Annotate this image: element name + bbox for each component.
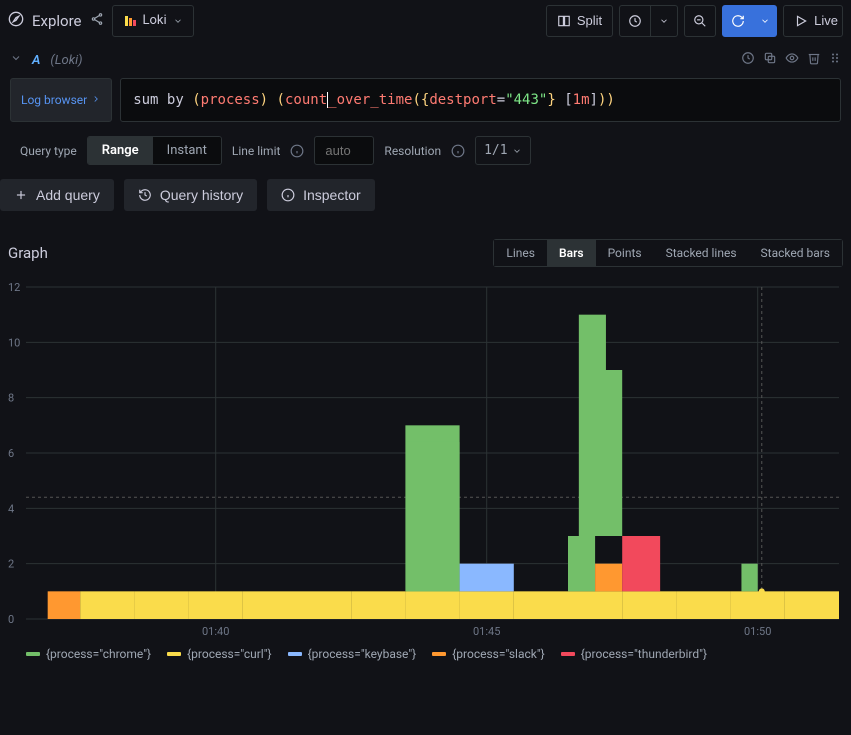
chart-type-points[interactable]: Points [596,240,654,266]
eye-icon[interactable] [785,51,799,69]
split-label: Split [577,13,602,28]
query-header: A (Loki) [0,42,851,78]
trash-icon[interactable] [807,51,821,69]
range-button[interactable]: Range [88,137,153,164]
legend-item[interactable]: {process="slack"} [432,647,545,661]
query-letter: A [32,53,40,68]
legend-swatch [26,652,40,656]
chart-type-lines[interactable]: Lines [494,240,547,266]
run-dropdown[interactable] [754,5,777,37]
legend-label: {process="slack"} [452,647,545,661]
inspector-button[interactable]: Inspector [267,179,375,211]
chevron-down-icon [173,16,183,26]
columns-icon [557,14,571,28]
chevron-down-icon [760,16,770,26]
linelimit-label: Line limit [232,144,281,158]
graph-panel: Graph LinesBarsPointsStacked linesStacke… [0,225,851,665]
refresh-icon [731,14,745,28]
query-options: Query type Range Instant Line limit Reso… [0,122,851,175]
query-history-button[interactable]: Query history [124,179,257,211]
svg-text:12: 12 [8,281,20,294]
datasource-name: Loki [143,13,167,28]
copy-icon[interactable] [763,51,777,69]
code-editor[interactable]: sum by (process) (count_over_time({destp… [120,78,841,122]
svg-text:4: 4 [8,502,14,515]
play-icon [794,14,808,28]
svg-text:01:50: 01:50 [744,625,771,638]
zoom-out-button[interactable] [684,5,716,37]
run-button[interactable] [722,5,754,37]
chevron-down-icon [512,146,522,156]
datasource-picker[interactable]: Loki [112,5,194,37]
collapse-toggle[interactable] [10,52,22,68]
chart-area[interactable]: 0 2 4 6 8 10 12 01:40 01:45 01:50 [8,281,843,641]
log-browser-button[interactable]: Log browser [10,78,112,122]
info-icon [281,188,295,202]
page-title: Explore [32,12,82,30]
loki-icon [123,14,137,28]
split-button[interactable]: Split [546,5,613,37]
chevron-right-icon [91,93,101,107]
info-icon [451,144,465,158]
zoom-out-icon [693,14,707,28]
query-history-label: Query history [160,187,243,203]
linelimit-input[interactable] [314,136,374,165]
share-icon[interactable] [90,12,104,30]
svg-text:10: 10 [8,336,20,349]
resolution-value: 1/1 [484,143,507,158]
live-button[interactable]: Live [783,5,843,37]
chevron-down-icon [659,16,669,26]
query-ds-label: (Loki) [50,53,82,68]
instant-button[interactable]: Instant [153,137,221,164]
log-browser-label: Log browser [21,93,87,107]
chart-type-stacked-lines[interactable]: Stacked lines [654,240,749,266]
clock-icon [628,14,642,28]
drag-icon[interactable] [829,51,841,69]
query-editor-row: Log browser sum by (process) (count_over… [0,78,851,122]
top-toolbar: Explore Loki Split [0,0,851,42]
resolution-label: Resolution [384,144,441,158]
legend-swatch [432,652,446,656]
legend-swatch [561,652,575,656]
svg-text:0: 0 [8,613,14,626]
add-query-button[interactable]: Add query [0,179,114,211]
chevron-down-icon [10,52,22,64]
legend-item[interactable]: {process="chrome"} [26,647,151,661]
time-picker-button[interactable] [619,5,651,37]
chart-svg: 0 2 4 6 8 10 12 01:40 01:45 01:50 [8,281,843,641]
svg-text:8: 8 [8,392,14,405]
legend-swatch [167,652,181,656]
history-icon [138,188,152,202]
chart-type-stacked-bars[interactable]: Stacked bars [749,240,842,266]
live-label: Live [814,13,838,28]
inspector-label: Inspector [303,187,361,203]
panel-title: Graph [8,244,48,262]
plus-icon [14,188,28,202]
legend-label: {process="curl"} [187,647,272,661]
legend-item[interactable]: {process="thunderbird"} [561,647,707,661]
chart-legend: {process="chrome"} {process="curl"} {proce… [8,641,843,661]
query-time-icon[interactable] [741,51,755,69]
chart-type-selector: LinesBarsPointsStacked linesStacked bars [493,239,843,267]
legend-item[interactable]: {process="curl"} [167,647,272,661]
legend-label: {process="chrome"} [46,647,151,661]
legend-label: {process="thunderbird"} [581,647,707,661]
add-query-label: Add query [36,187,100,203]
compass-icon [8,11,24,31]
legend-swatch [288,652,302,656]
querytype-label: Query type [20,144,77,158]
info-icon [290,144,304,158]
querytype-toggle: Range Instant [87,136,222,165]
time-picker-dropdown[interactable] [651,5,678,37]
svg-text:2: 2 [8,558,14,571]
chart-type-bars[interactable]: Bars [547,240,596,266]
query-actions-row: Add query Query history Inspector [0,175,851,225]
legend-label: {process="keybase"} [308,647,417,661]
legend-item[interactable]: {process="keybase"} [288,647,417,661]
svg-text:01:40: 01:40 [202,625,229,638]
svg-text:6: 6 [8,447,14,460]
resolution-select[interactable]: 1/1 [475,136,530,165]
svg-text:01:45: 01:45 [473,625,500,638]
query-actions [741,51,841,69]
